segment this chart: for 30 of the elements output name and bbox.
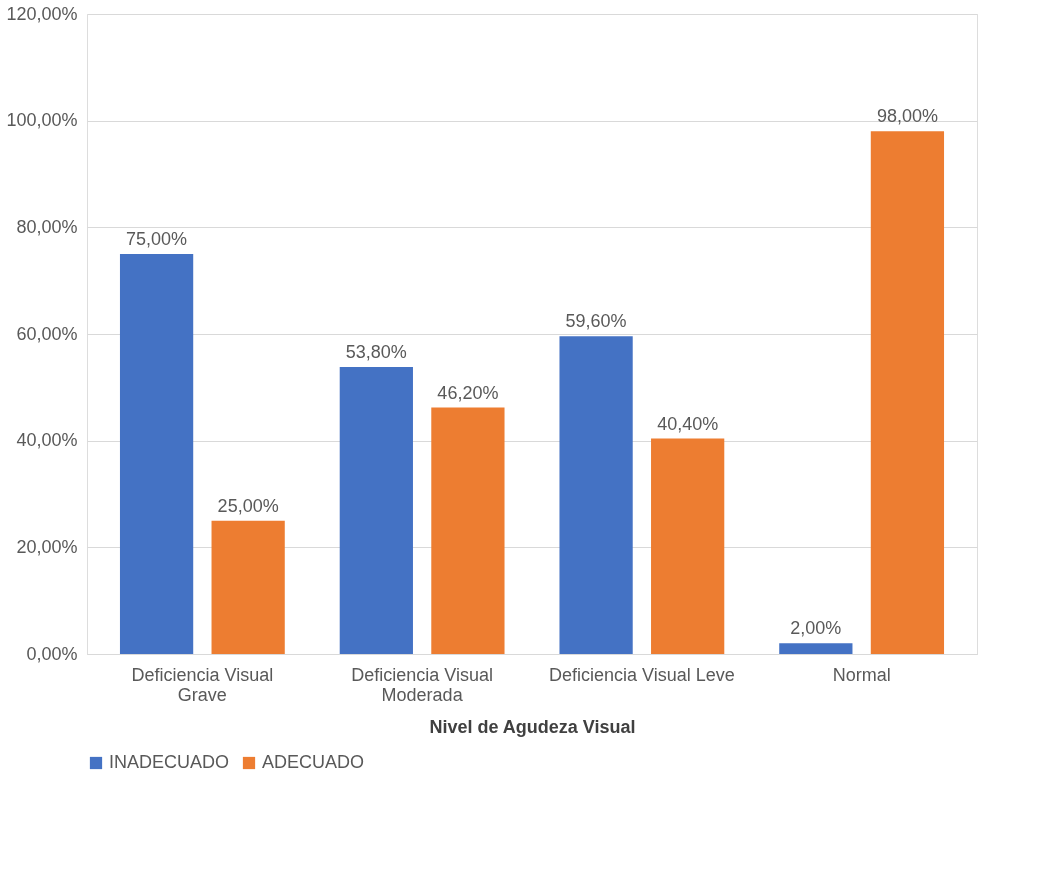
y-tick-label: 100,00% — [6, 110, 78, 131]
data-label: 53,80% — [345, 342, 407, 363]
y-tick-label: 80,00% — [16, 216, 78, 237]
data-label: 98,00% — [876, 106, 938, 127]
y-tick-label: 60,00% — [16, 323, 78, 344]
data-label: 40,40% — [657, 413, 719, 434]
legend-label: ADECUADO — [262, 752, 365, 772]
x-tick-label: Deficiencia Visual Leve — [548, 664, 735, 685]
x-tick-label: Deficiencia Visual Grave — [131, 664, 274, 705]
x-tick-label: Deficiencia Visual Moderada — [351, 664, 493, 705]
y-tick-label: 40,00% — [16, 430, 78, 451]
data-label: 2,00% — [790, 618, 842, 639]
y-tick-label: 20,00% — [16, 536, 78, 557]
x-axis-title: Nivel de Agudeza Visual — [429, 716, 636, 737]
bar — [211, 520, 285, 654]
bar — [779, 643, 853, 654]
data-label: 75,00% — [126, 229, 188, 249]
data-label: 46,20% — [437, 382, 499, 403]
bar — [651, 438, 725, 654]
bar — [559, 336, 633, 654]
x-tick-label: Normal — [832, 664, 891, 685]
bar — [870, 131, 945, 654]
bar — [119, 254, 194, 654]
y-tick-label: 120,00% — [6, 3, 78, 24]
legend-label: INADECUADO — [109, 752, 230, 772]
bar — [431, 407, 505, 654]
bar — [339, 367, 413, 654]
y-tick-label: 0,00% — [26, 643, 78, 664]
data-label: 25,00% — [217, 495, 279, 516]
data-label: 59,60% — [565, 311, 627, 332]
